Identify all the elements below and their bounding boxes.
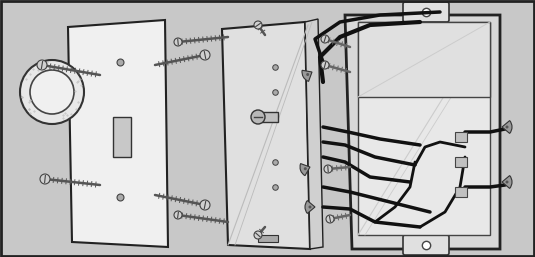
Circle shape [20, 60, 84, 124]
FancyBboxPatch shape [403, 2, 449, 22]
Bar [455, 132, 467, 142]
Wedge shape [502, 121, 512, 133]
Wedge shape [305, 200, 315, 213]
Bar [262, 112, 278, 122]
Polygon shape [305, 19, 323, 249]
Polygon shape [68, 20, 168, 247]
Circle shape [321, 61, 329, 69]
Circle shape [324, 165, 332, 173]
Circle shape [304, 167, 307, 170]
Circle shape [506, 125, 508, 128]
Circle shape [254, 21, 262, 29]
Circle shape [506, 180, 508, 183]
Circle shape [37, 60, 47, 70]
Circle shape [251, 110, 265, 124]
Circle shape [30, 70, 74, 114]
Circle shape [174, 211, 182, 219]
Wedge shape [502, 176, 512, 188]
Bar [113, 117, 131, 157]
Circle shape [200, 200, 210, 210]
Circle shape [200, 50, 210, 60]
Bar [358, 22, 490, 235]
Circle shape [40, 174, 50, 184]
Wedge shape [302, 70, 312, 81]
Circle shape [321, 35, 329, 43]
Polygon shape [68, 27, 78, 242]
Circle shape [326, 215, 334, 223]
Polygon shape [345, 15, 500, 249]
Bar [455, 157, 467, 167]
Bar [258, 235, 278, 242]
Bar [455, 187, 467, 197]
Polygon shape [222, 22, 310, 249]
Circle shape [174, 38, 182, 46]
Circle shape [309, 206, 311, 208]
Bar [358, 22, 490, 97]
Circle shape [254, 231, 262, 239]
Wedge shape [300, 163, 310, 176]
FancyBboxPatch shape [403, 235, 449, 255]
Circle shape [306, 73, 309, 76]
